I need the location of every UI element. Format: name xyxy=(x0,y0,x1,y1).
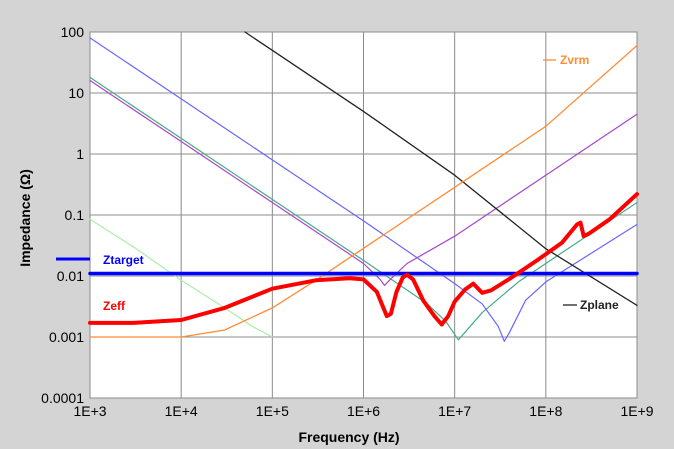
x-tick-label: 1E+8 xyxy=(529,403,562,419)
x-tick-label: 1E+4 xyxy=(165,403,198,419)
y-tick-label: 100 xyxy=(61,24,85,40)
y-tick-label: 0.01 xyxy=(57,268,84,284)
x-tick-label: 1E+6 xyxy=(347,403,380,419)
zeff-label: Zeff xyxy=(103,299,126,313)
x-tick-label: 1E+5 xyxy=(256,403,289,419)
ztarget-label: Ztarget xyxy=(103,253,144,267)
component-6-line xyxy=(89,76,638,341)
y-tick-label: 1 xyxy=(76,146,84,162)
zvrm-label: Zvrm xyxy=(560,53,589,67)
x-tick-label: 1E+9 xyxy=(620,403,653,419)
y-axis-title: Impedance (Ω) xyxy=(17,169,33,267)
zplane-line xyxy=(244,31,638,307)
x-axis-title: Frequency (Hz) xyxy=(298,429,399,445)
zeff-line xyxy=(88,192,639,327)
x-tick-label: 1E+3 xyxy=(73,403,106,419)
y-tick-label: 10 xyxy=(68,85,84,101)
x-tick-label: 1E+7 xyxy=(438,403,471,419)
y-tick-label: 0.0001 xyxy=(41,390,84,406)
zplane-label: Zplane xyxy=(580,298,619,312)
component-7-line xyxy=(89,218,273,338)
component-4-line xyxy=(89,37,638,342)
y-tick-label: 0.001 xyxy=(49,329,84,345)
series-layer xyxy=(88,31,639,342)
y-tick-label: 0.1 xyxy=(65,207,85,223)
tick-labels: 1E+3 1E+4 1E+5 1E+6 1E+7 1E+8 1E+9 0.0001 0.001 0… xyxy=(41,24,654,419)
series-labels: Ztarget Zeff Zvrm Zplane xyxy=(56,53,619,313)
component-5-line xyxy=(89,79,638,286)
